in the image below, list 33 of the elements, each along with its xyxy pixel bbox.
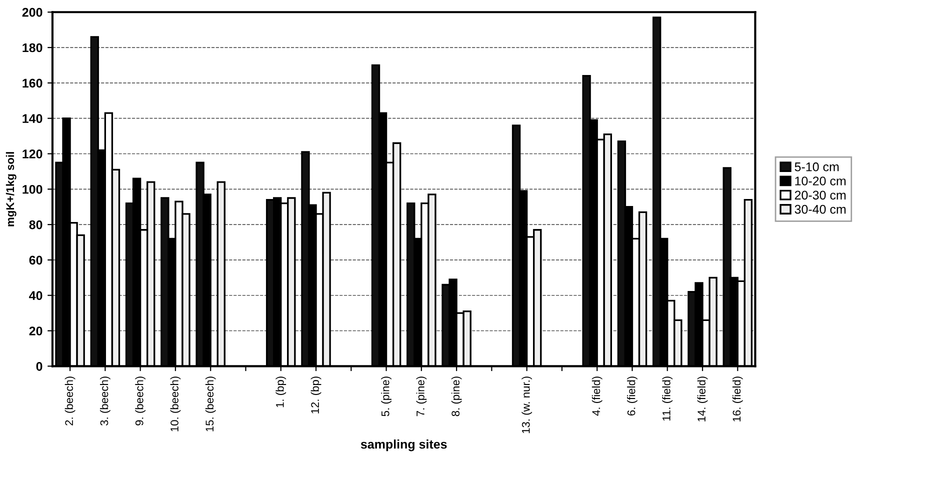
x-tick-label: 8. (pine): [451, 376, 462, 416]
y-tick-label: 160: [22, 78, 42, 88]
x-tick-label: 5. (pine): [381, 376, 392, 416]
x-tick-label: 3. (beech): [100, 376, 110, 426]
legend-label: 30-40 cm: [794, 204, 846, 214]
y-tick-label: 40: [29, 291, 42, 300]
y-tick-label: 120: [22, 150, 42, 158]
x-tick-label: 6. (field): [627, 376, 638, 416]
x-tick-label: 12. (bp): [310, 376, 322, 414]
x-tick-label: 2. (beech): [64, 376, 76, 426]
x-tick-label: 15. (beech): [205, 376, 216, 432]
y-tick-label: 100: [22, 184, 42, 194]
legend-label: 5-10 cm: [794, 162, 839, 172]
x-tick-label: 13. (w. nur.): [522, 376, 532, 434]
y-tick-label: 80: [29, 220, 42, 230]
y-tick-label: 180: [22, 43, 42, 52]
x-tick-label: 10. (beech): [170, 376, 181, 432]
x-tick-label: 14. (field): [697, 376, 708, 422]
x-tick-label: 16. (field): [732, 376, 743, 422]
x-tick-label: 1. (bp): [276, 376, 286, 408]
x-axis-title: sampling sites: [360, 440, 447, 452]
x-tick-label: 9. (beech): [135, 376, 146, 426]
y-tick-label: 20: [29, 326, 42, 336]
x-tick-label: 11. (field): [662, 376, 673, 421]
legend-label: 10-20 cm: [795, 176, 846, 186]
legend-label: 20-30 cm: [794, 190, 846, 200]
y-tick-label: 0: [36, 362, 42, 371]
y-tick-label: 140: [22, 114, 42, 123]
y-tick-label: 200: [22, 8, 42, 17]
x-tick-label: 4. (field): [592, 376, 602, 416]
y-tick-label: 60: [29, 256, 42, 265]
y-axis-title: mgK+/1kg soil: [6, 152, 16, 226]
x-tick-label: 7. (pine): [416, 376, 427, 416]
